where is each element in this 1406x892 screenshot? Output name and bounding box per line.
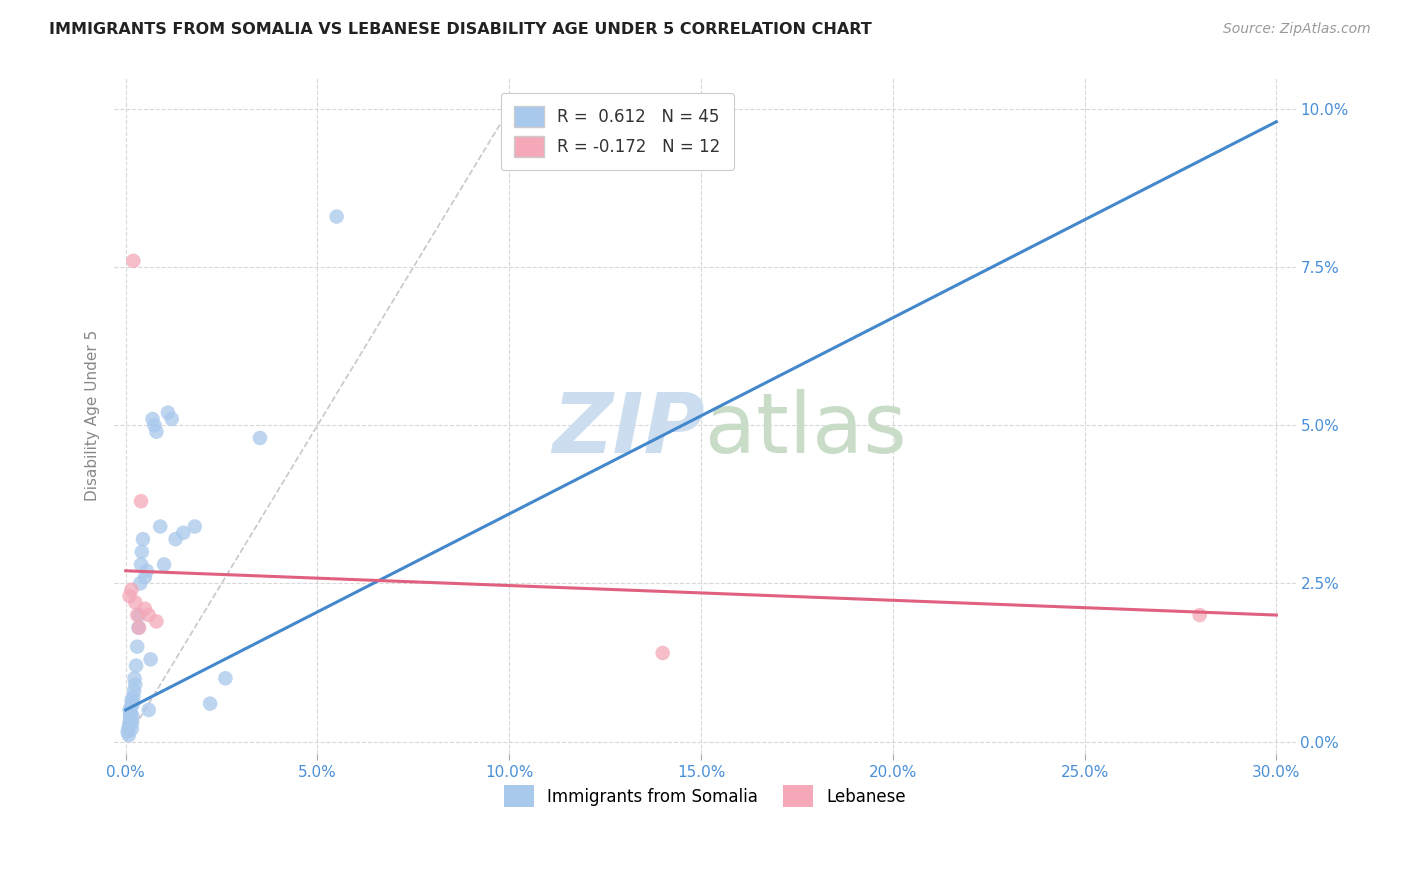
Point: [1188, 608, 1211, 623]
Point: [124, 671, 146, 685]
Point: [135, 564, 157, 578]
Point: [120, 706, 142, 720]
Point: [139, 652, 162, 666]
Point: [120, 693, 142, 707]
Legend: Immigrants from Somalia, Lebanese: Immigrants from Somalia, Lebanese: [498, 779, 912, 814]
Point: [118, 715, 141, 730]
Point: [121, 709, 143, 723]
Point: [132, 532, 155, 546]
Point: [127, 621, 149, 635]
Point: [128, 621, 150, 635]
Point: [145, 615, 167, 629]
Point: [129, 576, 152, 591]
Point: [249, 431, 271, 445]
Point: [129, 494, 152, 508]
Point: [121, 722, 143, 736]
Point: [120, 582, 142, 597]
Text: atlas: atlas: [704, 389, 907, 470]
Point: [134, 570, 156, 584]
Point: [651, 646, 673, 660]
Point: [156, 406, 179, 420]
Point: [138, 703, 160, 717]
Point: [120, 699, 142, 714]
Point: [122, 690, 145, 705]
Point: [128, 608, 150, 623]
Point: [122, 253, 145, 268]
Point: [153, 558, 176, 572]
Point: [198, 697, 221, 711]
Point: [118, 709, 141, 723]
Point: [118, 728, 141, 742]
Point: [172, 525, 194, 540]
Point: [124, 595, 146, 609]
Point: [184, 519, 207, 533]
Text: IMMIGRANTS FROM SOMALIA VS LEBANESE DISABILITY AGE UNDER 5 CORRELATION CHART: IMMIGRANTS FROM SOMALIA VS LEBANESE DISA…: [49, 22, 872, 37]
Point: [118, 703, 141, 717]
Point: [117, 725, 139, 739]
Point: [138, 608, 160, 623]
Point: [127, 608, 149, 623]
Point: [122, 684, 145, 698]
Point: [117, 722, 139, 736]
Y-axis label: Disability Age Under 5: Disability Age Under 5: [86, 330, 100, 501]
Point: [131, 545, 153, 559]
Point: [125, 658, 148, 673]
Point: [141, 412, 163, 426]
Point: [118, 719, 141, 733]
Text: Source: ZipAtlas.com: Source: ZipAtlas.com: [1223, 22, 1371, 37]
Point: [165, 532, 187, 546]
Point: [160, 412, 183, 426]
Point: [122, 697, 145, 711]
Text: ZIP: ZIP: [553, 389, 704, 470]
Point: [143, 418, 166, 433]
Point: [121, 715, 143, 730]
Point: [134, 601, 156, 615]
Point: [145, 425, 167, 439]
Point: [127, 640, 149, 654]
Point: [129, 558, 152, 572]
Point: [124, 678, 146, 692]
Point: [118, 589, 141, 603]
Point: [120, 713, 142, 727]
Point: [325, 210, 347, 224]
Point: [149, 519, 172, 533]
Point: [214, 671, 236, 685]
